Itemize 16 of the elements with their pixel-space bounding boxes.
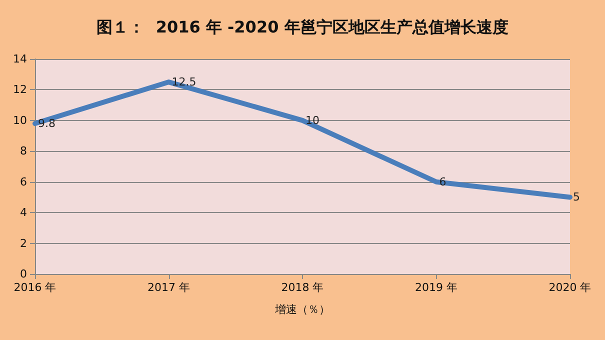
data-label: 5: [573, 190, 580, 204]
y-tick-label: 0: [20, 268, 27, 280]
y-tick-label: 6: [20, 175, 27, 188]
x-tick-label: 2019 年: [415, 281, 458, 294]
y-tick-label: 2: [20, 236, 27, 250]
x-tick-label: 2016 年: [14, 281, 56, 294]
x-tick-label: 2018 年: [281, 281, 324, 294]
y-tick-label: 4: [20, 206, 27, 220]
chart-title: 图１： 2016 年 -2020 年邕宁区地区生产总值增长速度: [96, 18, 508, 36]
x-tick-label: 2017 年: [148, 281, 190, 294]
x-axis-title: 增速（％）: [274, 303, 330, 316]
y-tick-label: 14: [13, 52, 27, 66]
y-tick-label: 10: [13, 114, 27, 127]
y-tick-label: 8: [20, 144, 27, 158]
y-tick-label: 12: [13, 83, 27, 96]
x-tick-label: 2020 年: [548, 281, 592, 294]
